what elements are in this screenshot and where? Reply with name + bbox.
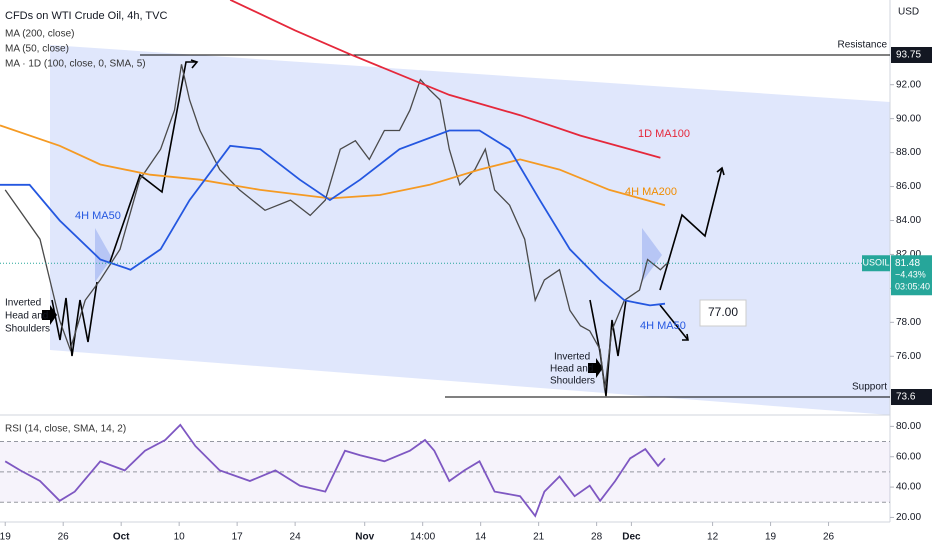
series-line bbox=[4, 423, 666, 518]
pattern-line bbox=[51, 281, 98, 357]
channel bbox=[50, 45, 890, 415]
x-tick-label: 12 bbox=[707, 532, 719, 543]
symbol-label: USOIL bbox=[862, 258, 889, 268]
y-tick-label: 20.00 bbox=[896, 512, 921, 523]
support-tag-label: 73.6 bbox=[896, 392, 916, 403]
symbol-tag bbox=[862, 255, 890, 272]
pointer-arrow bbox=[588, 358, 603, 378]
pattern-marker bbox=[642, 228, 662, 282]
price-tag bbox=[891, 255, 932, 296]
annotation: Inverted bbox=[5, 298, 41, 309]
legend-entry: MA · 1D (100, close, 0, SMA, 5) bbox=[5, 59, 146, 70]
x-tick-label: 17 bbox=[232, 532, 244, 543]
annotation: 1D MA100 bbox=[638, 128, 690, 140]
y-tick-label: 86.00 bbox=[896, 181, 921, 192]
y-tick-label: 76.00 bbox=[896, 351, 921, 362]
chart-title: CFDs on WTI Crude Oil, 4h, TVC bbox=[5, 10, 167, 22]
annotation: Head and bbox=[550, 364, 593, 375]
annotation: 4H MA200 bbox=[625, 186, 677, 198]
arrow-head bbox=[190, 59, 199, 69]
axis-unit: USD bbox=[898, 7, 919, 18]
projection-arrow bbox=[659, 304, 689, 341]
annotation: 4H MA50 bbox=[640, 320, 686, 332]
legend-entry: MA (200, close) bbox=[5, 29, 74, 40]
arrow-head bbox=[716, 166, 725, 176]
price-tag-value: 81.48 bbox=[895, 258, 920, 269]
x-tick-label: 28 bbox=[591, 532, 603, 543]
y-tick-label: 82.00 bbox=[896, 249, 921, 260]
y-tick-label: 80.00 bbox=[896, 421, 921, 432]
support-label: Support bbox=[852, 382, 887, 393]
annotation: 77.00 bbox=[708, 305, 738, 319]
callout-box bbox=[699, 299, 747, 327]
annotation: Shoulders bbox=[5, 324, 50, 335]
x-tick-label: 26 bbox=[823, 532, 835, 543]
y-tick-label: 40.00 bbox=[896, 482, 921, 493]
x-tick-label: 19 bbox=[0, 532, 11, 543]
x-tick-label: 21 bbox=[533, 532, 545, 543]
y-tick-label: 92.00 bbox=[896, 79, 921, 90]
x-tick-label: 14 bbox=[475, 532, 487, 543]
pointer-arrow bbox=[42, 305, 57, 325]
annotation: Shoulders bbox=[550, 376, 595, 387]
annotation: 4H MA50 bbox=[75, 210, 121, 222]
arrow-head bbox=[682, 333, 689, 341]
x-tick-label: Dec bbox=[622, 532, 641, 543]
resistance-tag-label: 93.75 bbox=[896, 50, 921, 61]
annotation: Head and bbox=[5, 311, 48, 322]
series-line bbox=[0, 129, 666, 307]
projection-arrow bbox=[109, 61, 197, 263]
rsi-title: RSI (14, close, SMA, 14, 2) bbox=[5, 424, 126, 435]
projection-arrow bbox=[659, 167, 723, 291]
support-tag bbox=[891, 389, 932, 406]
series-line bbox=[229, 0, 661, 159]
series-line bbox=[4, 64, 668, 391]
resistance-label: Resistance bbox=[838, 40, 888, 51]
y-tick-label: 84.00 bbox=[896, 215, 921, 226]
x-tick-label: 14:00 bbox=[410, 532, 435, 543]
price-tag-countdown: 03:05:40 bbox=[895, 282, 930, 292]
series-line bbox=[0, 124, 666, 207]
y-tick-label: 88.00 bbox=[896, 147, 921, 158]
x-tick-label: Oct bbox=[113, 532, 130, 543]
price-tag-change: −4.43% bbox=[895, 270, 926, 280]
x-tick-label: 19 bbox=[765, 532, 777, 543]
annotation: Inverted bbox=[554, 352, 590, 363]
x-tick-label: 24 bbox=[290, 532, 302, 543]
y-tick-label: 78.00 bbox=[896, 317, 921, 328]
legend-entry: MA (50, close) bbox=[5, 44, 69, 55]
y-tick-label: 90.00 bbox=[896, 113, 921, 124]
x-tick-label: 10 bbox=[174, 532, 186, 543]
y-tick-label: 60.00 bbox=[896, 451, 921, 462]
x-tick-label: Nov bbox=[355, 532, 374, 543]
pattern-marker bbox=[95, 228, 112, 282]
projection-lines bbox=[51, 59, 725, 397]
x-tick-label: 26 bbox=[58, 532, 70, 543]
resistance-tag bbox=[891, 46, 932, 63]
